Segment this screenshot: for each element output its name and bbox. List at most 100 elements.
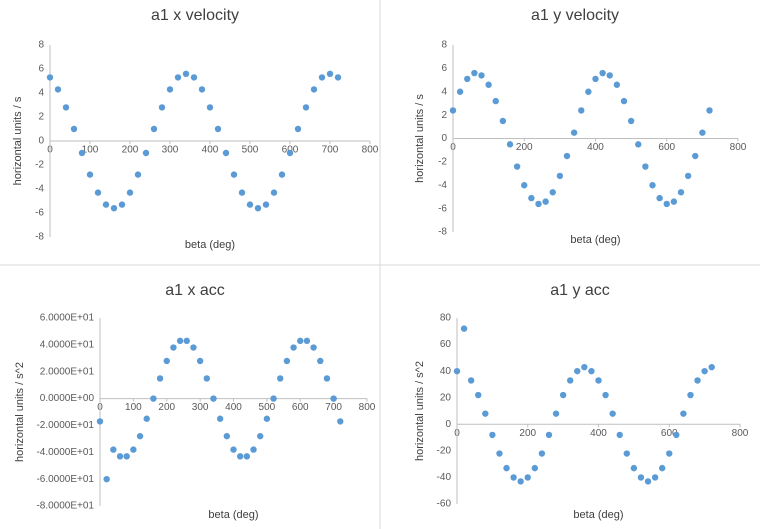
x-tick-label: 700 [322, 145, 339, 156]
x-tick-label: 200 [519, 428, 536, 439]
point [222, 149, 230, 157]
point [254, 205, 262, 212]
point [174, 74, 182, 81]
point [485, 81, 492, 88]
y-tick-label: 0.0000E+00 [40, 393, 95, 404]
point [277, 375, 284, 382]
x-tick-label: 200 [516, 142, 533, 153]
y-tick-label: 2 [38, 112, 44, 123]
y-tick-label: 60 [440, 339, 452, 350]
point [658, 464, 666, 472]
y-tick-label: -8.0000E+01 [36, 501, 94, 512]
point [230, 171, 238, 178]
point [694, 377, 701, 384]
point [123, 453, 130, 460]
point [310, 344, 317, 351]
x-axis-title: beta (deg) [208, 509, 258, 521]
point [203, 375, 210, 382]
point [297, 337, 304, 345]
point [684, 172, 692, 180]
point [510, 474, 517, 481]
point [303, 337, 311, 345]
chart-title: a1 x acc [165, 282, 225, 299]
point [677, 189, 685, 196]
x-tick-label: 500 [259, 402, 276, 413]
y-tick-label: -60 [437, 499, 452, 510]
point [110, 446, 117, 453]
point [687, 391, 694, 399]
point [449, 107, 457, 114]
point [290, 344, 297, 351]
point [602, 391, 609, 399]
point [337, 418, 344, 425]
point [62, 104, 70, 111]
x-tick-label: 600 [658, 142, 675, 153]
x-tick-label: 200 [158, 402, 175, 413]
point [663, 200, 670, 208]
x-tick-label: 800 [730, 142, 747, 153]
point [552, 410, 560, 417]
point [158, 104, 166, 111]
point [46, 74, 54, 81]
point [606, 72, 613, 79]
point [302, 104, 310, 111]
y-tick-label: -2 [438, 157, 447, 168]
point [238, 189, 246, 196]
point [559, 391, 567, 399]
point [263, 415, 271, 422]
point [250, 446, 257, 453]
point [118, 201, 126, 208]
point [556, 172, 564, 180]
point [613, 81, 621, 88]
y-axis-title: horizontal units / s^2 [14, 362, 26, 462]
y-axis-title: horizontal units / s [12, 96, 24, 185]
y-tick-label: 8 [38, 40, 44, 51]
point [214, 125, 222, 133]
point [453, 367, 461, 375]
point [150, 125, 158, 133]
x-tick-label: 300 [162, 145, 179, 156]
point [644, 478, 652, 485]
point [270, 395, 277, 402]
x-tick-label: 500 [242, 145, 259, 156]
point [599, 69, 606, 77]
y-tick-label: 4.0000E+01 [40, 339, 95, 350]
point [642, 163, 649, 170]
point [680, 410, 687, 417]
y-tick-label: 8 [441, 40, 447, 51]
point [134, 171, 142, 178]
point [143, 415, 150, 422]
chart-title: a1 y acc [550, 282, 610, 299]
point [317, 357, 324, 365]
point [563, 152, 571, 160]
point [609, 410, 616, 417]
point [574, 367, 581, 375]
point [270, 189, 278, 196]
point [103, 475, 110, 483]
point [243, 453, 251, 460]
x-tick-label: 100 [125, 402, 142, 413]
point [196, 357, 204, 365]
x-tick-label: 700 [325, 402, 342, 413]
x-tick-label: 800 [359, 402, 376, 413]
point [456, 88, 464, 95]
point [236, 453, 244, 460]
point [86, 171, 94, 178]
x-tick-label: 400 [587, 142, 604, 153]
point [635, 141, 642, 148]
y-tick-label: 6 [441, 63, 447, 74]
y-tick-label: -8 [438, 227, 447, 238]
point [538, 450, 546, 457]
point [585, 88, 592, 95]
y-tick-label: 6 [38, 64, 44, 75]
point [110, 205, 118, 212]
point [482, 410, 489, 417]
point [570, 129, 578, 136]
point [666, 450, 673, 457]
point [627, 117, 635, 125]
point [567, 377, 574, 384]
point [699, 129, 706, 136]
point [620, 97, 628, 105]
point [673, 431, 680, 439]
